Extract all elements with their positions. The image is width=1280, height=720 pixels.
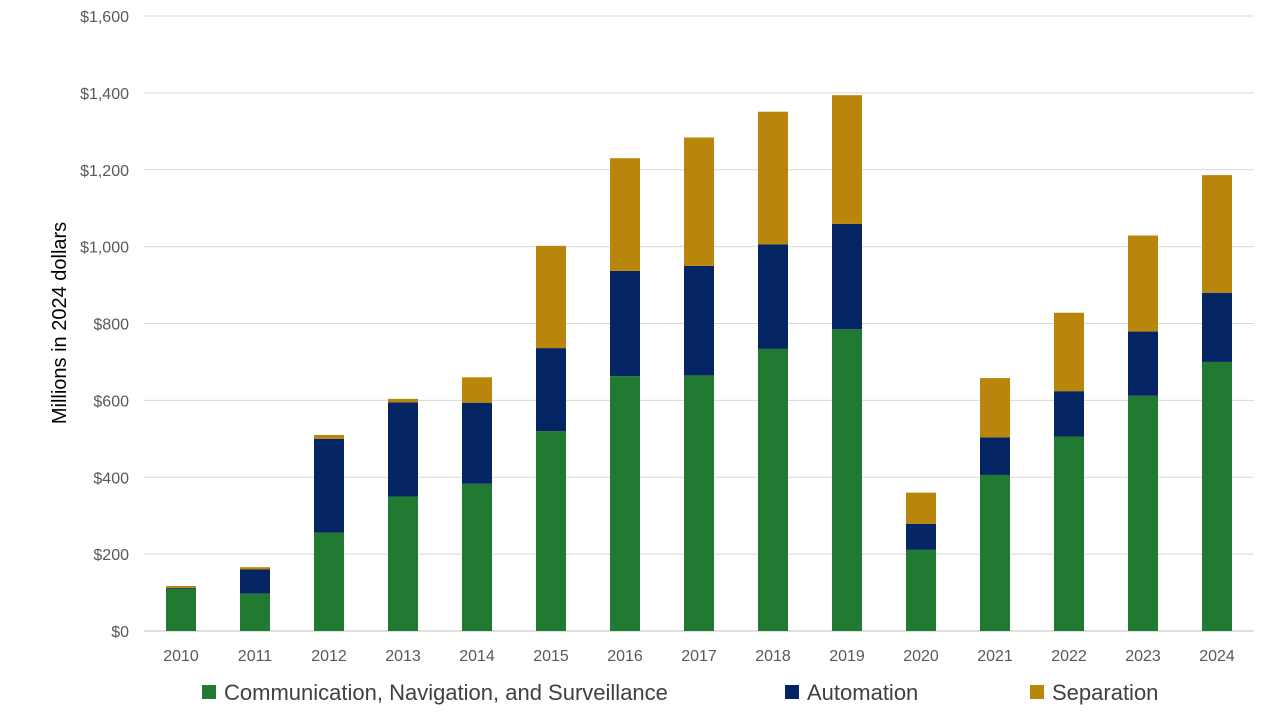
bar-segment-cns xyxy=(536,431,566,631)
bar-segment-automation xyxy=(166,587,196,589)
x-tick-label: 2020 xyxy=(903,648,939,665)
y-tick-label: $200 xyxy=(93,547,129,564)
bar-segment-automation xyxy=(980,437,1010,475)
x-tick-label: 2015 xyxy=(533,648,569,665)
legend-swatch xyxy=(785,685,799,699)
bar-segment-automation xyxy=(906,523,936,550)
bar-segment-cns xyxy=(1054,436,1084,631)
bar-segment-separation xyxy=(758,111,788,245)
bar-segment-cns xyxy=(684,375,714,631)
y-axis-title: Millions in 2024 dollars xyxy=(49,222,71,424)
x-tick-label: 2013 xyxy=(385,648,421,665)
x-tick-label: 2011 xyxy=(238,648,273,665)
bar-segment-automation xyxy=(388,402,418,497)
x-tick-label: 2016 xyxy=(607,648,643,665)
bar-segment-separation xyxy=(1054,312,1084,392)
y-tick-label: $1,000 xyxy=(80,240,129,257)
bar-segment-automation xyxy=(462,402,492,484)
bar-segment-automation xyxy=(684,265,714,376)
bar-segment-separation xyxy=(980,378,1010,438)
bar-segment-cns xyxy=(832,329,862,631)
y-tick-label: $1,200 xyxy=(80,163,129,180)
x-tick-label: 2021 xyxy=(977,648,1013,665)
bar-segment-cns xyxy=(758,348,788,631)
bar-segment-cns xyxy=(462,483,492,631)
bar-segment-separation xyxy=(832,95,862,224)
bar-segment-automation xyxy=(758,244,788,349)
legend: Communication, Navigation, and Surveilla… xyxy=(202,680,1158,705)
bar-segment-separation xyxy=(166,586,196,588)
x-tick-label: 2012 xyxy=(311,648,347,665)
bar-segment-separation xyxy=(240,567,270,570)
legend-label: Separation xyxy=(1052,680,1158,705)
bar-segment-cns xyxy=(980,474,1010,631)
y-tick-label: $400 xyxy=(93,470,129,487)
bar-segment-separation xyxy=(684,137,714,266)
x-axis-tick-labels: 2010 2011 2012 2013 2014 2015 2016 2017 2018 2019… xyxy=(163,648,1235,665)
bar-segment-automation xyxy=(240,569,270,594)
bar-segment-separation xyxy=(906,492,936,524)
x-tick-label: 2024 xyxy=(1199,648,1235,665)
x-tick-label: 2017 xyxy=(681,648,717,665)
bar-segment-automation xyxy=(536,348,566,432)
x-tick-label: 2019 xyxy=(829,648,865,665)
bar-segment-automation xyxy=(610,270,640,377)
bar-segment-separation xyxy=(536,245,566,349)
bar-segment-separation xyxy=(314,434,344,439)
legend-label: Communication, Navigation, and Surveilla… xyxy=(224,680,668,705)
legend-swatch xyxy=(1030,685,1044,699)
bar-segment-cns xyxy=(1128,395,1158,631)
y-tick-label: $0 xyxy=(111,624,129,641)
y-tick-label: $600 xyxy=(93,393,129,410)
x-tick-label: 2010 xyxy=(163,648,199,665)
bar-segment-cns xyxy=(388,496,418,631)
x-tick-label: 2014 xyxy=(459,648,495,665)
y-axis-tick-labels: $0 $200 $400 $600 $800 $1,000 $1,200 $1,400 $1,6… xyxy=(80,9,129,641)
bar-segment-separation xyxy=(1128,235,1158,332)
bar-segment-cns xyxy=(906,549,936,631)
bar-segment-separation xyxy=(388,398,418,403)
y-tick-label: $1,400 xyxy=(80,86,129,103)
y-tick-label: $800 xyxy=(93,317,129,334)
bar-segment-separation xyxy=(1202,175,1232,293)
bar-segment-automation xyxy=(832,223,862,330)
legend-swatch xyxy=(202,685,216,699)
y-tick-label: $1,600 xyxy=(80,9,129,26)
bar-segment-cns xyxy=(1202,361,1232,631)
bar-segment-separation xyxy=(462,377,492,403)
x-tick-label: 2022 xyxy=(1051,648,1087,665)
bar-segment-automation xyxy=(1054,391,1084,437)
bar-segment-automation xyxy=(314,438,344,533)
x-tick-label: 2018 xyxy=(755,648,791,665)
bars xyxy=(166,95,1232,631)
x-tick-label: 2023 xyxy=(1125,648,1161,665)
bar-segment-automation xyxy=(1202,292,1232,362)
bar-segment-cns xyxy=(314,532,344,631)
bar-segment-automation xyxy=(1128,331,1158,396)
bar-segment-separation xyxy=(610,158,640,271)
bar-segment-cns xyxy=(610,376,640,631)
bar-segment-cns xyxy=(166,588,196,631)
legend-label: Automation xyxy=(807,680,918,705)
bar-segment-cns xyxy=(240,593,270,631)
